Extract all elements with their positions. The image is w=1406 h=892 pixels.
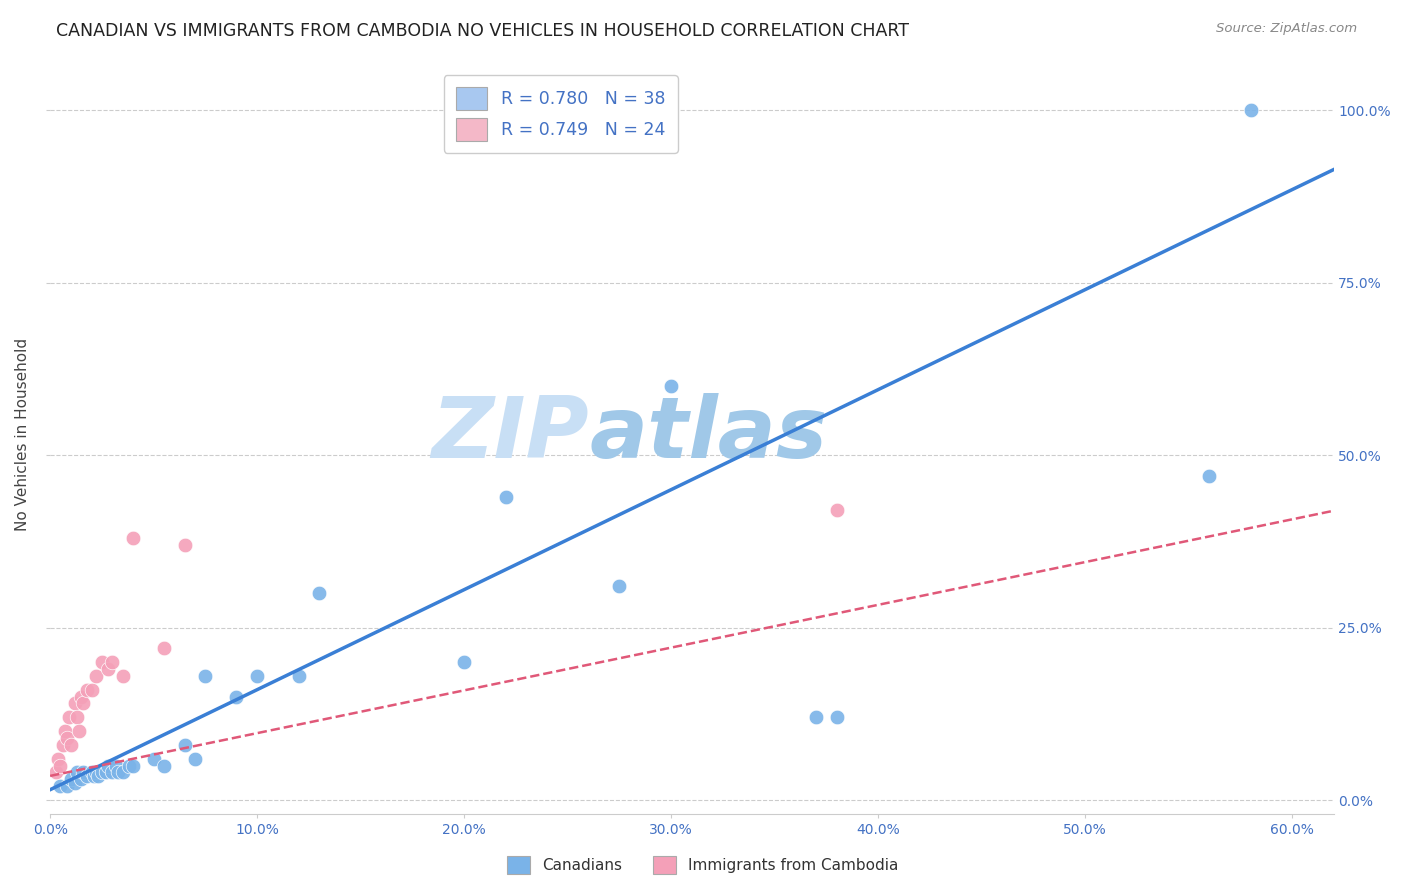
Point xyxy=(66,710,89,724)
Point xyxy=(48,752,70,766)
Point xyxy=(184,752,207,766)
Point xyxy=(51,738,73,752)
Point xyxy=(609,579,631,593)
Point xyxy=(55,779,77,793)
Point xyxy=(804,710,827,724)
Point xyxy=(1240,103,1263,118)
Text: ZIP: ZIP xyxy=(432,393,589,476)
Point xyxy=(94,765,117,780)
Legend: Canadians, Immigrants from Cambodia: Canadians, Immigrants from Cambodia xyxy=(502,850,904,880)
Point xyxy=(80,682,103,697)
Point xyxy=(55,731,77,745)
Point xyxy=(105,758,128,772)
Point xyxy=(58,710,80,724)
Point xyxy=(111,765,134,780)
Point xyxy=(90,655,112,669)
Point xyxy=(101,765,124,780)
Point xyxy=(76,769,98,783)
Point xyxy=(76,682,98,697)
Point xyxy=(97,662,120,676)
Legend: R = 0.780   N = 38, R = 0.749   N = 24: R = 0.780 N = 38, R = 0.749 N = 24 xyxy=(444,75,678,153)
Point xyxy=(194,669,217,683)
Point xyxy=(246,669,269,683)
Point xyxy=(70,772,93,787)
Text: CANADIAN VS IMMIGRANTS FROM CAMBODIA NO VEHICLES IN HOUSEHOLD CORRELATION CHART: CANADIAN VS IMMIGRANTS FROM CAMBODIA NO … xyxy=(56,22,910,40)
Point xyxy=(66,765,89,780)
Point xyxy=(59,738,82,752)
Text: atlas: atlas xyxy=(589,393,827,476)
Point xyxy=(287,669,309,683)
Point xyxy=(118,758,141,772)
Point xyxy=(97,758,120,772)
Point xyxy=(83,769,105,783)
Point xyxy=(84,765,107,780)
Point xyxy=(72,697,94,711)
Point xyxy=(225,690,247,704)
Point xyxy=(63,697,86,711)
Point xyxy=(101,655,124,669)
Point xyxy=(45,765,67,780)
Point xyxy=(495,490,517,504)
Point xyxy=(825,503,848,517)
Point xyxy=(153,758,176,772)
Point xyxy=(659,379,682,393)
Text: Source: ZipAtlas.com: Source: ZipAtlas.com xyxy=(1216,22,1357,36)
Point xyxy=(72,765,94,780)
Point xyxy=(173,538,195,552)
Point xyxy=(70,690,93,704)
Point xyxy=(49,758,72,772)
Point xyxy=(122,758,145,772)
Point xyxy=(49,779,72,793)
Point xyxy=(63,776,86,790)
Point xyxy=(107,765,129,780)
Point xyxy=(153,641,176,656)
Point xyxy=(173,738,195,752)
Y-axis label: No Vehicles in Household: No Vehicles in Household xyxy=(15,338,30,531)
Point xyxy=(90,765,112,780)
Point xyxy=(84,669,107,683)
Point xyxy=(80,765,103,780)
Point xyxy=(308,586,330,600)
Point xyxy=(142,752,165,766)
Point xyxy=(453,655,475,669)
Point xyxy=(111,669,134,683)
Point xyxy=(53,724,76,739)
Point xyxy=(67,724,90,739)
Point xyxy=(1198,468,1220,483)
Point xyxy=(87,769,110,783)
Point xyxy=(825,710,848,724)
Point xyxy=(122,531,145,545)
Point xyxy=(59,772,82,787)
